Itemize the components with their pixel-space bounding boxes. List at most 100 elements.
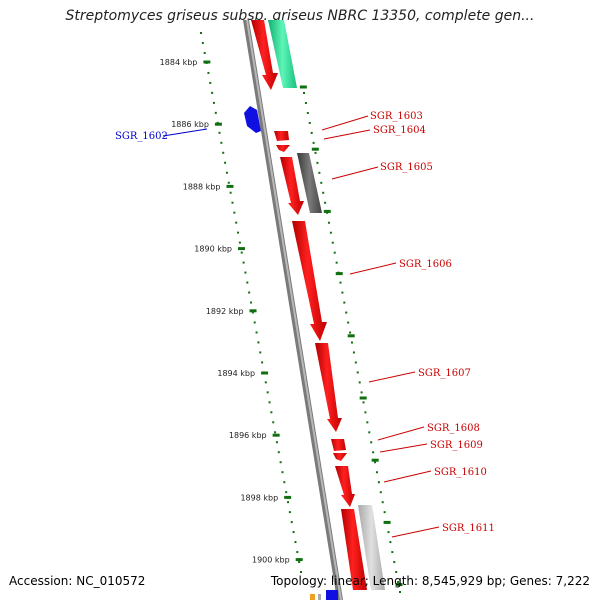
gene-leader-line [383, 470, 432, 483]
ruler-dot [372, 451, 375, 454]
ruler-dot [335, 261, 338, 264]
ruler-major-tick [299, 85, 307, 89]
ruler-tick-labels: 1884 kbp 1886 kbp 1888 kbp 1890 kbp 1892 kbp… [160, 58, 403, 587]
gene-label-sgr-1606[interactable]: SGR_1606 [399, 259, 452, 270]
pseudo-feature-sgr-1611[interactable] [358, 505, 385, 590]
gene-label-sgr-1604[interactable]: SGR_1604 [373, 125, 426, 136]
ruler-dot [287, 501, 290, 504]
ruler-dot [270, 411, 273, 414]
ruler-dot [290, 521, 293, 524]
ruler-dot [312, 141, 315, 144]
gene-features [244, 20, 385, 600]
ruler-dot [296, 551, 299, 554]
ruler-dot [283, 481, 286, 484]
ruler-dot [285, 491, 288, 494]
gene-feature-sgr-1611[interactable] [341, 509, 367, 590]
gene-leader-line [162, 128, 208, 137]
gene-feature-partial[interactable] [310, 594, 315, 600]
gene-feature-partial[interactable] [326, 590, 338, 600]
ruler-dot [343, 301, 346, 304]
ruler-dot [225, 171, 228, 174]
gene-feature-sgr-1603[interactable] [274, 131, 289, 141]
gene-labels: SGR_1602 SGR_1603 SGR_1604 SGR_1605 SGR_1606… [115, 111, 495, 538]
ruler-dot [331, 241, 334, 244]
gene-feature-sgr-1609[interactable] [333, 453, 347, 461]
ruler-dot [308, 121, 311, 124]
gene-label-sgr-1605[interactable]: SGR_1605 [380, 162, 433, 173]
ruler-dot [366, 421, 369, 424]
accession-text: Accession: NC_010572 [9, 574, 146, 588]
ruler-dot [246, 281, 249, 284]
gene-feature-sgr-1608[interactable] [331, 439, 346, 451]
gene-leader-line [321, 115, 369, 131]
ruler-dot [250, 301, 252, 304]
gene-label-sgr-1611[interactable]: SGR_1611 [442, 523, 495, 534]
pseudo-feature-sgr-1605[interactable] [297, 153, 322, 213]
ruler-dot [275, 441, 278, 444]
ruler-dot [240, 251, 243, 254]
ruler-dot [200, 32, 202, 34]
ruler-dot [292, 531, 295, 534]
gene-leader-line [379, 443, 428, 453]
gene-label-sgr-1607[interactable]: SGR_1607 [418, 368, 471, 379]
ruler-dot [377, 481, 380, 484]
ruler-major-tick [226, 184, 234, 188]
ruler-dot [214, 111, 217, 114]
ruler-dot [201, 41, 204, 44]
ruler-dot [306, 111, 309, 114]
ruler-dot [242, 261, 245, 264]
ruler-dot [322, 191, 325, 194]
gene-label-sgr-1603[interactable]: SGR_1603 [370, 111, 423, 122]
ruler-dot [227, 181, 230, 184]
position-ruler-right [303, 92, 401, 593]
gene-feature-sgr-1607[interactable] [315, 343, 342, 432]
ruler-dot [257, 341, 260, 344]
ruler-major-tick [335, 272, 343, 276]
topology-text: Topology: linear; Length: 8,545,929 bp; … [270, 574, 590, 588]
ruler-dot [352, 351, 355, 354]
ruler-dot [387, 531, 390, 534]
gene-feature-sgr-1602[interactable] [244, 106, 261, 133]
ruler-dot [255, 331, 258, 334]
ruler-major-tick [249, 309, 257, 313]
ruler-major-tick [383, 520, 391, 524]
ruler-major-tick [311, 147, 319, 151]
ruler-dot [368, 431, 371, 434]
gene-label-sgr-1609[interactable]: SGR_1609 [430, 440, 483, 451]
ruler-dot [238, 241, 241, 244]
ruler-dot [203, 51, 206, 54]
gene-leader-line [331, 166, 379, 180]
ruler-dot [310, 131, 313, 134]
ruler-dot [393, 561, 396, 564]
ruler-dot [329, 231, 332, 234]
ruler-dot [399, 591, 401, 593]
ruler-dot [381, 501, 384, 504]
ruler-major-tick [323, 209, 331, 213]
ruler-dot [212, 101, 215, 104]
ruler-dot [320, 181, 323, 184]
gene-feature-partial[interactable] [318, 594, 321, 600]
ruler-dot [207, 71, 210, 74]
ruler-dot [341, 291, 344, 294]
gene-feature-sgr-1610[interactable] [335, 466, 355, 507]
ruler-dot [231, 201, 234, 204]
rna-feature[interactable] [268, 20, 297, 88]
ruler-dot [304, 101, 307, 104]
gene-feature[interactable] [251, 20, 278, 90]
ruler-dot [233, 211, 236, 214]
ruler-tick-label: 1894 kbp [217, 369, 255, 378]
gene-label-sgr-1608[interactable]: SGR_1608 [427, 423, 480, 434]
ruler-major-tick [295, 558, 303, 562]
ruler-major-tick [261, 371, 269, 375]
gene-feature-sgr-1605[interactable] [280, 157, 304, 215]
gene-leader-line [377, 426, 425, 441]
ruler-tick-label: 1888 kbp [183, 182, 221, 191]
gene-label-sgr-1610[interactable]: SGR_1610 [434, 467, 487, 478]
gene-feature-sgr-1604[interactable] [276, 145, 290, 152]
gene-label-sgr-1602[interactable]: SGR_1602 [115, 131, 168, 142]
ruler-dot [209, 81, 212, 84]
ruler-dot [272, 421, 275, 424]
ruler-major-tick [272, 433, 280, 437]
gene-feature-sgr-1606[interactable] [292, 221, 327, 341]
